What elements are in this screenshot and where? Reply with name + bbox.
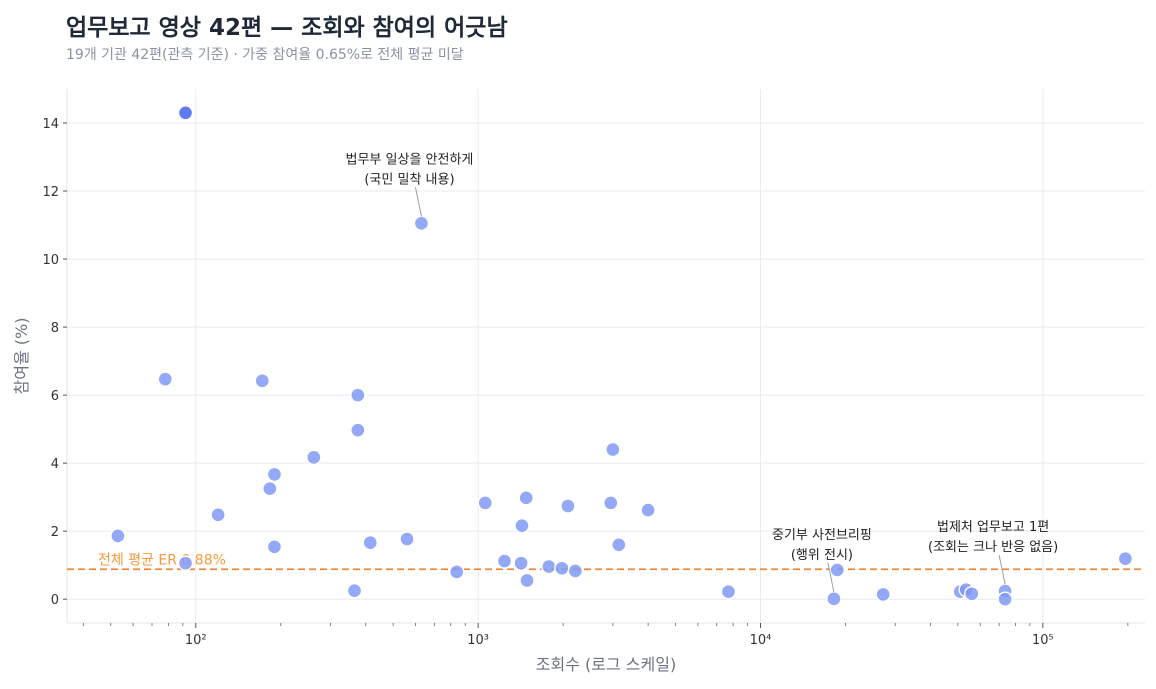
data-point: [449, 564, 465, 580]
data-point: [514, 518, 530, 534]
data-point: [605, 441, 621, 458]
data-point: [513, 555, 529, 571]
data-point: [346, 582, 363, 599]
data-point: [518, 490, 534, 506]
x-axis-title: 조회수 (로그 스케일): [536, 655, 676, 674]
data-point: [362, 535, 378, 551]
annotation-label: (조회는 크나 반응 없음): [928, 540, 1058, 555]
data-point: [496, 553, 513, 569]
data-point: [110, 528, 126, 544]
data-point: [567, 563, 584, 579]
x-tick-label: 10³: [467, 633, 489, 648]
annotation-label: 중기부 사전브리핑: [772, 528, 872, 543]
x-tick-label: 10⁴: [750, 633, 772, 648]
y-tick-label: 6: [51, 389, 59, 404]
data-point: [541, 558, 557, 575]
data-point: [177, 555, 194, 571]
data-point: [519, 572, 535, 589]
data-point: [177, 105, 194, 121]
y-axis-title: 참여율 (%): [12, 318, 31, 395]
data-point: [210, 507, 226, 523]
annotation-label: 법제처 업무보고 1편: [937, 520, 1049, 535]
data-point: [875, 586, 891, 603]
y-tick-label: 8: [51, 321, 59, 336]
y-tick-label: 0: [51, 593, 59, 608]
data-point: [826, 591, 842, 607]
annotation-label: (행위 전시): [791, 547, 853, 563]
y-tick-label: 12: [42, 185, 59, 200]
annotation-leader: [414, 187, 422, 217]
y-tick-label: 14: [42, 117, 59, 132]
data-point: [266, 539, 283, 555]
data-point: [829, 562, 845, 578]
data-point: [720, 584, 737, 600]
data-point: [306, 449, 322, 466]
y-tick-label: 10: [42, 253, 59, 268]
y-tick-label: 2: [51, 525, 59, 540]
data-point: [554, 560, 570, 576]
data-point: [964, 586, 980, 602]
data-point: [560, 498, 576, 514]
data-point: [157, 371, 173, 387]
annotation-label: 법무부 일상을 안전하게: [346, 152, 474, 167]
data-point: [254, 373, 270, 389]
data-point: [997, 591, 1013, 607]
x-tick-label: 10⁵: [1032, 633, 1054, 648]
data-point: [413, 215, 430, 232]
annotation-leader: [998, 554, 1006, 585]
data-point: [611, 537, 627, 553]
chart-title: 업무보고 영상 42편 — 조회와 참여의 어긋남: [66, 15, 508, 41]
x-tick-label: 10²: [185, 633, 207, 648]
annotation-leader: [827, 562, 835, 592]
data-point: [266, 466, 283, 483]
data-point: [350, 422, 366, 438]
annotation-label: (국민 밀착 내용): [364, 172, 454, 187]
data-point: [1117, 551, 1134, 567]
data-point: [262, 480, 278, 497]
chart-subtitle: 19개 기관 42편(관측 기준) · 가중 참여율 0.65%로 전체 평균 …: [66, 47, 464, 63]
data-point: [640, 502, 656, 518]
data-point: [350, 387, 366, 403]
mean-line-label: 전체 평균 ER 0.88%: [98, 552, 226, 568]
data-point: [477, 495, 493, 511]
data-point: [399, 531, 415, 547]
data-point: [603, 495, 619, 511]
y-tick-label: 4: [51, 457, 59, 472]
